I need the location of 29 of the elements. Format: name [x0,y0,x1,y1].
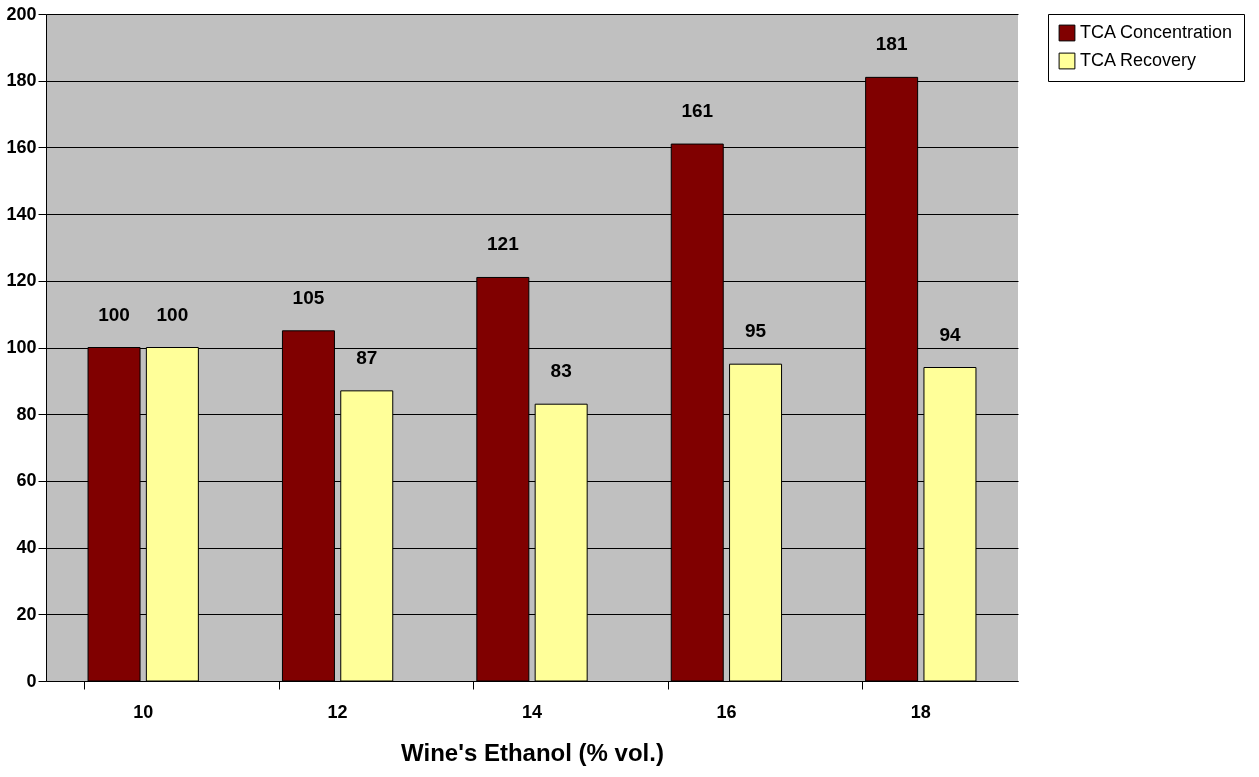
data-label: 121 [486,233,520,255]
y-tick-label: 200 [6,3,37,24]
x-tick-label: 18 [910,701,931,722]
data-label: 100 [98,303,130,325]
x-tick-label: 16 [716,701,737,722]
y-tick-label: 0 [26,670,37,691]
x-tick-label: 10 [133,701,154,722]
data-label: 94 [939,323,961,345]
y-tick-label: 140 [6,203,37,224]
x-tick-label: 14 [521,701,543,722]
y-tick-label: 180 [6,70,37,91]
y-tick-label: 120 [6,270,37,291]
x-tick-label: 12 [327,701,348,722]
y-tick-label: 20 [16,603,37,624]
y-tick-label: 80 [16,403,37,424]
y-tick-label: 100 [6,337,37,357]
y-tick-label: 60 [16,470,37,491]
y-tick-label: 160 [6,136,37,157]
data-label: 83 [550,360,572,382]
data-label: 161 [681,100,714,122]
data-label: 87 [356,346,378,368]
data-label: 105 [292,286,325,308]
data-label: 181 [875,33,908,55]
legend-label: TCA Concentration [1080,22,1233,42]
y-tick-label: 40 [16,537,37,558]
data-label: 100 [156,303,189,325]
data-label: 95 [744,320,767,342]
legend-label: TCA Recovery [1080,50,1197,70]
x-axis-title: Wine's Ethanol (% vol.) [401,738,664,766]
